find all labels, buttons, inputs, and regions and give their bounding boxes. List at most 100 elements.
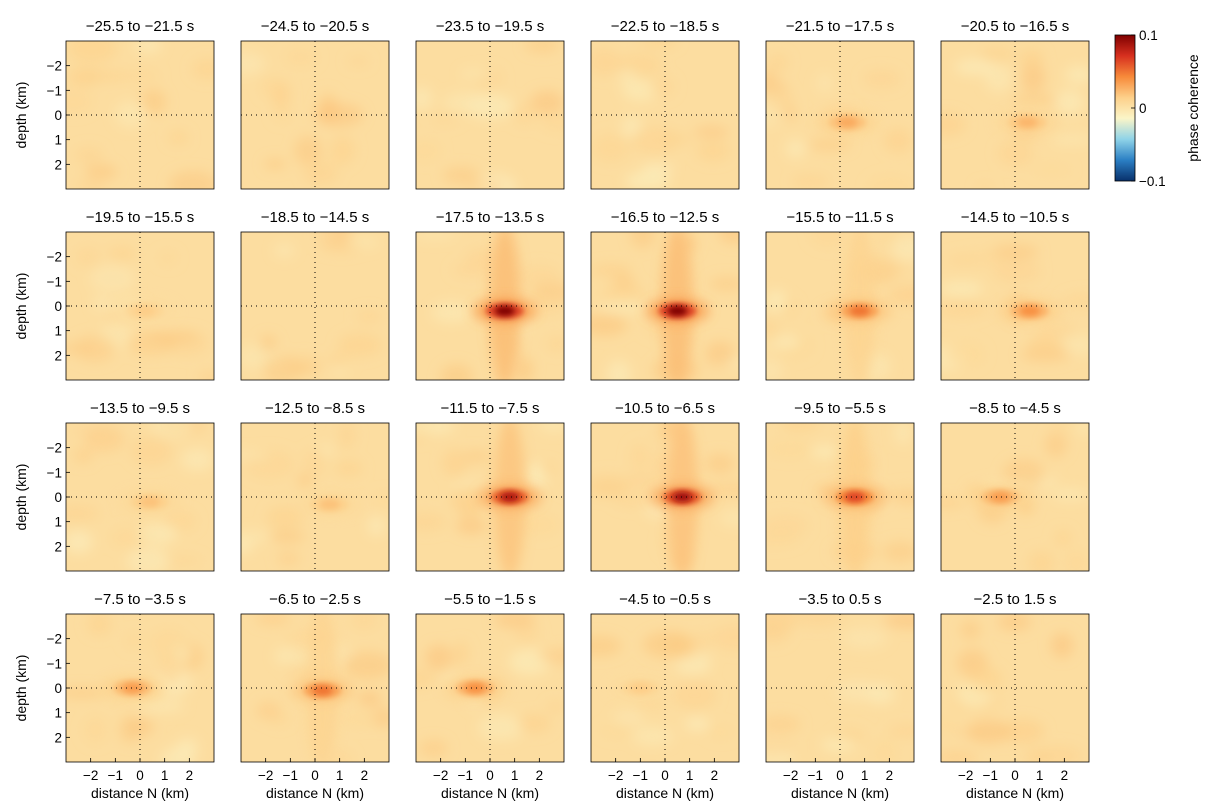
noise-blob xyxy=(66,530,93,554)
noise-texture xyxy=(941,614,1084,762)
noise-blob xyxy=(149,628,188,659)
coherence-peaks xyxy=(117,489,182,514)
noise-blob xyxy=(177,738,199,758)
panel-frame xyxy=(415,613,565,763)
colorbar-tick-label: 0 xyxy=(1139,101,1147,116)
panel-frame xyxy=(940,40,1090,190)
x-axis-label: distance N (km) xyxy=(791,785,889,801)
noise-blob xyxy=(518,713,552,734)
noise-blob xyxy=(293,136,322,165)
heatmap-panel: −17.5 to −13.5 s xyxy=(415,209,565,381)
noise-blob xyxy=(334,460,364,477)
peak-core xyxy=(312,685,333,696)
coherence-peaks xyxy=(472,232,537,380)
noise-blob xyxy=(167,130,189,145)
x-axis-label: distance N (km) xyxy=(91,785,189,801)
noise-blob xyxy=(442,92,492,114)
noise-blob xyxy=(241,51,266,76)
noise-blob xyxy=(941,718,960,731)
panel-title: −2.5 to 1.5 s xyxy=(974,591,1057,608)
x-tick-label: 1 xyxy=(861,768,869,783)
noise-blob xyxy=(465,181,505,189)
noise-blob xyxy=(1063,334,1089,356)
noise-blob xyxy=(134,41,162,54)
panel-title: −4.5 to −0.5 s xyxy=(619,591,711,608)
peak-core xyxy=(139,496,160,507)
noise-blob xyxy=(780,423,820,432)
peak-core xyxy=(837,117,858,128)
noise-blob xyxy=(241,539,253,554)
y-tick-label: 2 xyxy=(54,730,62,745)
coherence-peaks xyxy=(995,110,1060,135)
x-tick-label: −2 xyxy=(258,768,273,783)
x-tick-label: −2 xyxy=(958,768,973,783)
noise-blob xyxy=(86,614,112,636)
heatmap-panel: −11.5 to −7.5 s xyxy=(415,400,565,572)
noise-blob xyxy=(684,717,710,731)
y-tick-label: 0 xyxy=(54,299,62,314)
x-tick-label: 2 xyxy=(1061,768,1069,783)
noise-blob xyxy=(766,334,801,350)
panel-frame xyxy=(765,422,915,572)
noise-blob xyxy=(66,687,107,698)
peak-core xyxy=(990,492,1011,502)
heatmap-panel: −22.5 to −18.5 s xyxy=(590,18,740,190)
noise-blob xyxy=(1034,323,1077,336)
peak-core xyxy=(630,683,651,693)
noise-blob xyxy=(979,47,1015,62)
panel-frame xyxy=(415,231,565,381)
noise-blob xyxy=(711,623,739,651)
noise-blob xyxy=(524,41,560,54)
panel-frame xyxy=(590,613,740,763)
heatmap-panel: −18.5 to −14.5 s xyxy=(240,209,390,381)
noise-blob xyxy=(314,103,364,127)
noise-blob xyxy=(600,283,649,307)
colorbar-ticks: 0.1 0 −0.1 xyxy=(1131,28,1166,189)
noise-blob xyxy=(966,719,1012,744)
noise-blob xyxy=(1044,432,1068,458)
noise-blob xyxy=(83,426,125,453)
noise-blob xyxy=(882,541,914,562)
coherence-peaks xyxy=(477,423,542,571)
x-tick-label: −2 xyxy=(783,768,798,783)
noise-blob xyxy=(419,739,449,758)
noise-blob xyxy=(83,715,108,744)
noise-blob xyxy=(263,158,287,170)
noise-blob xyxy=(766,715,801,733)
heatmap-panel: −21.5 to −17.5 s xyxy=(765,18,915,190)
peak-core xyxy=(844,492,865,502)
noise-blob xyxy=(807,138,852,151)
noise-blob xyxy=(303,165,339,185)
peak-core xyxy=(319,499,340,510)
noise-blob xyxy=(1051,488,1089,501)
noise-blob xyxy=(599,302,651,313)
x-tick-label: −2 xyxy=(83,768,98,783)
noise-blob xyxy=(75,246,101,267)
x-tick-label: 2 xyxy=(186,768,194,783)
panel-title: −14.5 to −10.5 s xyxy=(961,209,1069,226)
coherence-peaks xyxy=(100,676,165,700)
noise-blob xyxy=(303,448,326,478)
y-tick-label: 2 xyxy=(54,157,62,172)
noise-blob xyxy=(894,423,912,445)
y-tick-label: −1 xyxy=(47,465,62,480)
panel-title: −19.5 to −15.5 s xyxy=(86,209,194,226)
noise-blob xyxy=(976,183,993,189)
x-tick-label: 0 xyxy=(1011,768,1019,783)
noise-blob xyxy=(692,630,712,653)
noise-blob xyxy=(591,479,626,497)
noise-texture xyxy=(241,423,389,567)
colorbar-tick-label: −0.1 xyxy=(1139,174,1166,189)
noise-blob xyxy=(350,614,378,631)
noise-blob xyxy=(766,358,783,380)
heatmap-panel: −15.5 to −11.5 s xyxy=(765,209,915,381)
noise-blob xyxy=(1054,530,1072,547)
noise-blob xyxy=(1061,293,1089,310)
heatmap-panel: −8.5 to −4.5 s xyxy=(940,400,1090,572)
coherence-peaks xyxy=(608,676,673,700)
noise-blob xyxy=(613,709,645,728)
noise-blob xyxy=(785,139,806,159)
noise-blob xyxy=(941,301,988,318)
y-tick-label: 1 xyxy=(54,515,62,530)
x-axis-label: distance N (km) xyxy=(441,785,539,801)
